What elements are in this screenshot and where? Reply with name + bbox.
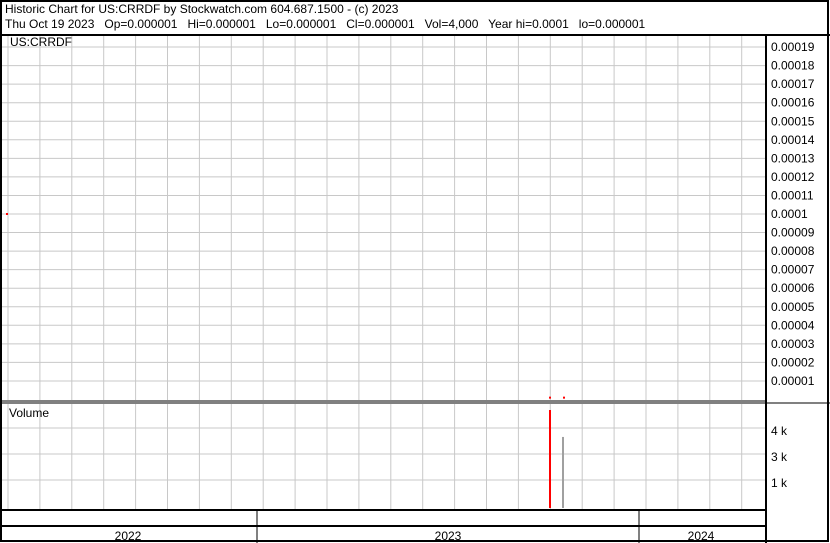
- y-tick-label: 0.00004: [771, 318, 815, 332]
- marks: [6, 213, 565, 508]
- grid: [0, 36, 766, 509]
- year-label: 2022: [115, 529, 142, 543]
- y-tick-label: 0.00001: [771, 374, 815, 388]
- volume-tick-label: 3 k: [771, 450, 788, 464]
- volume-label: Volume: [9, 406, 49, 420]
- price-point: [549, 396, 551, 399]
- y-tick-label: 0.00019: [771, 40, 815, 54]
- y-tick-label: 0.00006: [771, 281, 815, 295]
- y-tick-label: 0.00015: [771, 114, 815, 128]
- year-label: 2024: [688, 529, 715, 543]
- year-label: 2023: [435, 529, 462, 543]
- y-tick-label: 0.00008: [771, 244, 815, 258]
- chart-title: Historic Chart for US:CRRDF by Stockwatc…: [5, 2, 399, 16]
- symbol-label: US:CRRDF: [10, 35, 72, 49]
- y-tick-label: 0.00012: [771, 170, 815, 184]
- y-tick-label: 0.00009: [771, 226, 815, 240]
- y-tick-label: 0.00014: [771, 133, 815, 147]
- y-tick-label: 0.00016: [771, 96, 815, 110]
- y-tick-label: 0.00018: [771, 59, 815, 73]
- y-tick-label: 0.00003: [771, 337, 815, 351]
- y-tick-label: 0.00002: [771, 355, 815, 369]
- quote-line: Thu Oct 19 2023 Op=0.000001 Hi=0.000001 …: [5, 17, 646, 31]
- y-tick-label: 0.00013: [771, 151, 815, 165]
- y-tick-label: 0.0001: [771, 207, 808, 221]
- volume-bar: [562, 436, 564, 508]
- price-point: [563, 396, 565, 399]
- y-tick-label: 0.00005: [771, 300, 815, 314]
- volume-bar: [549, 410, 551, 508]
- volume-tick-label: 4 k: [771, 424, 788, 438]
- price-point: [6, 213, 8, 215]
- y-tick-label: 0.00017: [771, 77, 815, 91]
- y-tick-label: 0.00011: [771, 188, 814, 202]
- y-tick-label: 0.00007: [771, 263, 815, 277]
- volume-tick-label: 1 k: [771, 476, 788, 490]
